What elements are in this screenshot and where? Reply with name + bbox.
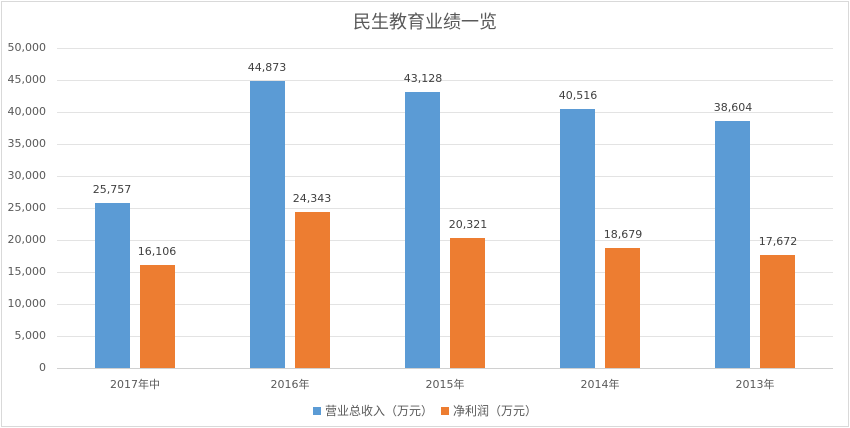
legend-swatch-icon [441, 406, 449, 415]
data-label: 17,672 [758, 235, 798, 248]
x-tick-label: 2015年 [425, 378, 465, 391]
y-tick-label: 5,000 [14, 329, 47, 342]
data-label: 25,757 [92, 183, 132, 196]
gridline [57, 208, 833, 209]
gridline [57, 112, 833, 113]
bar-revenue[interactable] [560, 109, 595, 368]
bar-revenue[interactable] [250, 81, 285, 368]
legend-item-revenue[interactable]: 营业总收入（万元） [312, 402, 433, 419]
legend-label: 营业总收入（万元） [324, 404, 433, 418]
gridline [57, 272, 833, 273]
legend: 营业总收入（万元） 净利润（万元） [0, 402, 850, 419]
legend-label: 净利润（万元） [453, 404, 538, 418]
data-label: 20,321 [448, 218, 488, 231]
legend-swatch-icon [312, 406, 321, 415]
bar-revenue[interactable] [405, 92, 440, 368]
x-tick-label: 2013年 [735, 378, 775, 391]
data-label: 38,604 [713, 101, 753, 114]
y-tick-label: 10,000 [7, 297, 47, 310]
y-tick-label: 25,000 [7, 201, 47, 214]
y-tick-label: 40,000 [7, 105, 47, 118]
data-label: 18,679 [603, 228, 643, 241]
data-label: 16,106 [137, 245, 177, 258]
x-axis-line [57, 368, 833, 369]
gridline [57, 336, 833, 337]
legend-item-net-profit[interactable]: 净利润（万元） [441, 402, 537, 419]
bar-net-profit[interactable] [295, 212, 330, 368]
chart-title: 民生教育业绩一览 [353, 12, 497, 33]
bar-net-profit[interactable] [450, 238, 485, 368]
gridline [57, 48, 833, 49]
bar-revenue[interactable] [95, 203, 130, 368]
x-tick-label: 2016年 [270, 378, 310, 391]
gridline [57, 304, 833, 305]
data-label: 40,516 [558, 89, 598, 102]
bar-revenue[interactable] [715, 121, 750, 368]
gridline [57, 176, 833, 177]
y-tick-label: 35,000 [7, 137, 47, 150]
x-tick-label: 2017年中 [110, 378, 160, 391]
bar-net-profit[interactable] [140, 265, 175, 368]
y-tick-label: 30,000 [7, 169, 47, 182]
y-tick-label: 50,000 [7, 41, 47, 54]
bar-net-profit[interactable] [605, 248, 640, 368]
gridline [57, 80, 833, 81]
y-tick-label: 45,000 [7, 73, 47, 86]
data-label: 44,873 [247, 61, 287, 74]
y-tick-label: 20,000 [7, 233, 47, 246]
gridline [57, 240, 833, 241]
y-tick-label: 15,000 [7, 265, 47, 278]
x-tick-label: 2014年 [580, 378, 620, 391]
bar-net-profit[interactable] [760, 255, 795, 368]
y-tick-label: 0 [39, 361, 46, 374]
data-label: 24,343 [292, 192, 332, 205]
gridline [57, 144, 833, 145]
data-label: 43,128 [403, 72, 443, 85]
